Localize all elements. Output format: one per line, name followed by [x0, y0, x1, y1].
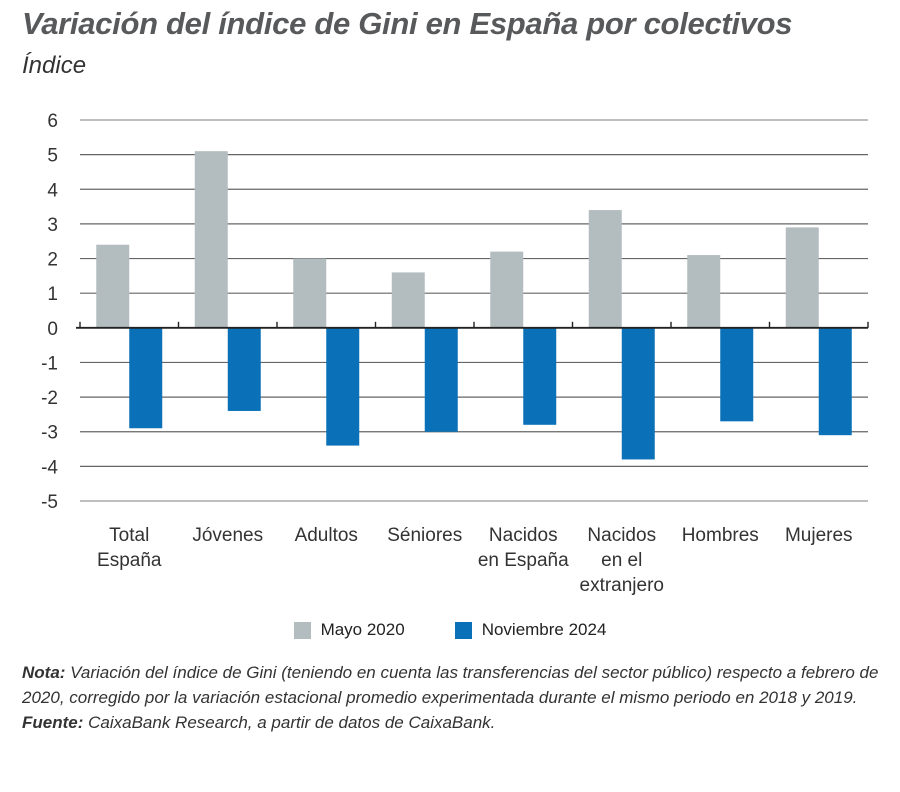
bar-mayo-2020 — [391, 272, 425, 328]
x-tick-label: Mujeres — [785, 525, 853, 546]
bar-noviembre-2024 — [621, 327, 655, 460]
bar-mayo-2020 — [687, 255, 721, 328]
y-tick-label: 5 — [47, 146, 58, 167]
y-tick-label: -1 — [41, 353, 58, 374]
bar-mayo-2020 — [588, 210, 622, 328]
bar-mayo-2020 — [194, 151, 228, 328]
bar-noviembre-2024 — [129, 327, 163, 429]
y-tick-label: 6 — [47, 111, 58, 132]
footnote: Nota: Variación del índice de Gini (teni… — [22, 660, 882, 735]
y-tick-label: -3 — [41, 423, 58, 444]
x-tick-label: Séniores — [387, 525, 462, 546]
x-tick-label: Adultos — [295, 525, 358, 546]
x-tick-label: Hombres — [682, 525, 759, 546]
legend-item-mayo-2020: Mayo 2020 — [293, 620, 405, 640]
bar-noviembre-2024 — [424, 327, 458, 432]
note: Nota: Variación del índice de Gini (teni… — [22, 660, 882, 710]
x-tick-label: Total España — [97, 525, 162, 571]
bar-noviembre-2024 — [720, 327, 754, 422]
bar-mayo-2020 — [785, 227, 819, 328]
legend-label: Mayo 2020 — [320, 620, 405, 639]
chart-title: Variación del índice de Gini en España p… — [22, 6, 793, 41]
y-tick-label: 3 — [47, 215, 58, 236]
legend-label: Noviembre 2024 — [481, 620, 607, 639]
x-tick-label: Jóvenes — [192, 525, 263, 546]
y-tick-label: -4 — [41, 457, 58, 478]
x-tick-label: Nacidos en el extranjero — [580, 525, 665, 596]
y-tick-label: -5 — [41, 492, 58, 513]
source: Fuente: CaixaBank Research, a partir de … — [22, 710, 882, 735]
y-tick-label: 0 — [47, 319, 58, 340]
bar-mayo-2020 — [490, 251, 524, 328]
y-tick-label: 2 — [47, 250, 58, 271]
y-tick-label: 1 — [47, 284, 58, 305]
bar-noviembre-2024 — [227, 327, 261, 411]
legend-item-noviembre-2024: Noviembre 2024 — [454, 620, 607, 640]
legend-swatch-mayo-2020 — [293, 621, 311, 639]
x-tick-label: Nacidos en España — [478, 525, 569, 571]
note-label: Nota: — [22, 663, 66, 682]
legend-swatch-noviembre-2024 — [454, 621, 472, 639]
note-text: Variación del índice de Gini (teniendo e… — [22, 663, 879, 707]
bar-noviembre-2024 — [326, 327, 360, 446]
y-tick-label: 4 — [47, 180, 58, 201]
bar-mayo-2020 — [96, 244, 130, 328]
legend: Mayo 2020 Noviembre 2024 — [0, 620, 900, 640]
bar-mayo-2020 — [293, 258, 327, 328]
source-label: Fuente: — [22, 713, 84, 732]
y-tick-label: -2 — [41, 388, 58, 409]
chart-subtitle: Índice — [22, 52, 87, 79]
bar-noviembre-2024 — [818, 327, 852, 436]
source-text: CaixaBank Research, a partir de datos de… — [83, 713, 496, 732]
bar-noviembre-2024 — [523, 327, 557, 425]
